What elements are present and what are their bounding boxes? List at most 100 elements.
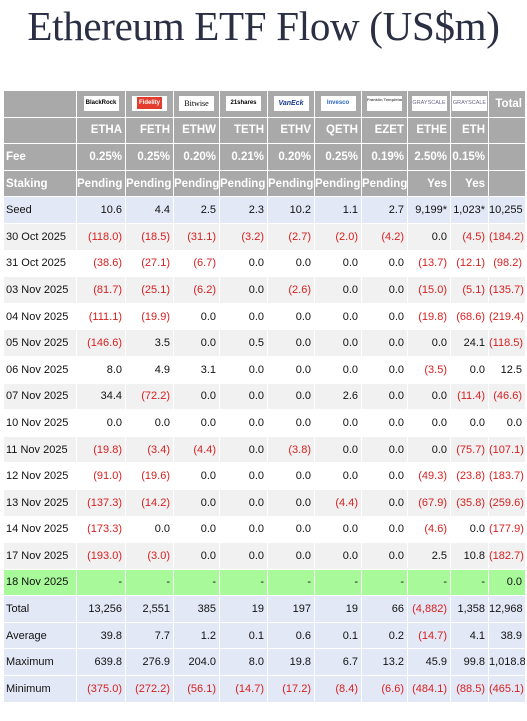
table-row: 18 Nov 2025- - - - - - - - -0.0 — [3, 568, 526, 597]
table-row: Average 39.8 7.7 1.2 0.1 0.6 0.1 0.2 (14.7) 4.1 38… — [3, 621, 526, 650]
logo-row: BlackRock Fidelity Bitwise 21shares VanEck In… — [3, 90, 526, 118]
header-cell: 2.50% — [407, 143, 451, 171]
value-cell: 0.0 — [361, 462, 408, 490]
header-cell: 0.15% — [450, 143, 489, 171]
value-cell: 204.0 — [173, 648, 220, 677]
header-cell: ETHV — [267, 116, 315, 145]
table-row: 31 Oct 2025 (38.6) (27.1) (6.7) 0.0 0.0 0.0 0.0… — [3, 249, 526, 278]
header-cell: ETH — [450, 116, 489, 145]
header-cell: Pending — [314, 169, 362, 198]
value-cell: (4.4) — [173, 435, 220, 464]
logo-cell: BlackRock — [76, 90, 126, 118]
value-cell: (12.1) — [450, 249, 489, 278]
row-label: 13 Nov 2025 — [3, 488, 77, 517]
value-cell: (183.7) — [488, 462, 526, 490]
row-label: Total — [3, 595, 77, 623]
value-cell: 0.0 — [219, 355, 268, 384]
value-cell: 0.0 — [488, 409, 526, 437]
value-cell: 0.0 — [314, 515, 362, 544]
row-label: 30 Oct 2025 — [3, 222, 77, 251]
21shares-logo: 21shares — [226, 96, 261, 112]
value-cell: (118.5) — [488, 329, 526, 357]
table-row: Minimum (375.0) (272.2) (56.1) (14.7) (17.2)(… — [3, 675, 526, 703]
value-cell: - — [125, 568, 174, 597]
value-cell: 8.0 — [76, 355, 126, 384]
table-row: 04 Nov 2025 (111.1) (19.9) 0.0 0.0 0.0 0.0 0.0(… — [3, 302, 526, 331]
table-row: 13 Nov 2025 (137.3) (14.2) 0.0 0.0 0.0 (4.4) 0.… — [3, 488, 526, 517]
total-header: Total — [488, 90, 526, 118]
value-cell: 3.5 — [125, 329, 174, 357]
value-cell: 10.6 — [76, 196, 126, 224]
value-cell: (3.8) — [267, 435, 315, 464]
header-cell: Pending — [76, 169, 126, 198]
value-cell: 0.0 — [314, 542, 362, 570]
table-row: 05 Nov 2025 (146.6) 3.5 0.0 0.5 0.0 0.0 0.0 0.0 2… — [3, 329, 526, 357]
value-cell: 10.8 — [450, 542, 489, 570]
value-cell: 0.0 — [219, 276, 268, 304]
value-cell: (146.6) — [76, 329, 126, 357]
logo-text: Fidelity — [136, 97, 162, 110]
value-cell: 0.1 — [219, 621, 268, 650]
value-cell: (25.1) — [125, 276, 174, 304]
value-cell: 2.5 — [407, 542, 451, 570]
value-cell: 0.0 — [361, 276, 408, 304]
value-cell: (17.2) — [267, 675, 315, 703]
value-cell: (75.7) — [450, 435, 489, 464]
value-cell: (193.0) — [76, 542, 126, 570]
value-cell: 0.0 — [361, 435, 408, 464]
value-cell: 0.0 — [361, 329, 408, 357]
value-cell: 19 — [314, 595, 362, 623]
header-cell: Pending — [219, 169, 268, 198]
value-cell: 45.9 — [407, 648, 451, 677]
header-cell: TETH — [219, 116, 268, 145]
value-cell: 0.0 — [407, 329, 451, 357]
value-cell: (111.1) — [76, 302, 126, 331]
value-cell: 0.0 — [173, 382, 220, 411]
logo-cell: VanEck — [267, 90, 315, 118]
value-cell: 10,255 — [488, 196, 526, 224]
value-cell: 3.1 — [173, 355, 220, 384]
value-cell: (6.6) — [361, 675, 408, 703]
empty-cell — [488, 143, 526, 171]
value-cell: 4.1 — [450, 621, 489, 650]
value-cell: 0.0 — [407, 222, 451, 251]
value-cell: 34.4 — [76, 382, 126, 411]
value-cell: (3.0) — [125, 542, 174, 570]
value-cell: (6.7) — [173, 249, 220, 278]
value-cell: 0.0 — [173, 488, 220, 517]
value-cell: (72.2) — [125, 382, 174, 411]
value-cell: 385 — [173, 595, 220, 623]
value-cell: 0.0 — [267, 488, 315, 517]
value-cell: 0.0 — [219, 488, 268, 517]
value-cell: 0.0 — [267, 249, 315, 278]
corner-cell — [3, 90, 77, 118]
value-cell: (67.9) — [407, 488, 451, 517]
value-cell: - — [450, 568, 489, 597]
value-cell: 0.0 — [219, 382, 268, 411]
value-cell: 0.0 — [407, 435, 451, 464]
value-cell: 0.0 — [361, 355, 408, 384]
value-cell: 0.0 — [361, 409, 408, 437]
value-cell: (375.0) — [76, 675, 126, 703]
value-cell: (3.2) — [219, 222, 268, 251]
value-cell: 0.0 — [450, 515, 489, 544]
value-cell: (13.7) — [407, 249, 451, 278]
value-cell: 0.6 — [267, 621, 315, 650]
value-cell: 0.0 — [173, 542, 220, 570]
value-cell: (465.1) — [488, 675, 526, 703]
table-row: 14 Nov 2025 (173.3) 0.0 0.0 0.0 0.0 0.0 0.0 (4.6… — [3, 515, 526, 544]
value-cell: 0.5 — [219, 329, 268, 357]
value-cell: 0.0 — [361, 515, 408, 544]
value-cell: (2.0) — [314, 222, 362, 251]
value-cell: - — [407, 568, 451, 597]
value-cell: (4.2) — [361, 222, 408, 251]
value-cell: 13,256 — [76, 595, 126, 623]
table-row: 12 Nov 2025 (91.0) (19.6) 0.0 0.0 0.0 0.0 0.0 (4… — [3, 462, 526, 490]
value-cell: 0.0 — [450, 409, 489, 437]
value-cell: 0.0 — [361, 488, 408, 517]
empty-cell — [488, 116, 526, 145]
value-cell: - — [173, 568, 220, 597]
value-cell: 8.0 — [219, 648, 268, 677]
value-cell: (27.1) — [125, 249, 174, 278]
table-row: 06 Nov 2025 8.0 4.9 3.1 0.0 0.0 0.0 0.0 (3.5) 0.0… — [3, 355, 526, 384]
